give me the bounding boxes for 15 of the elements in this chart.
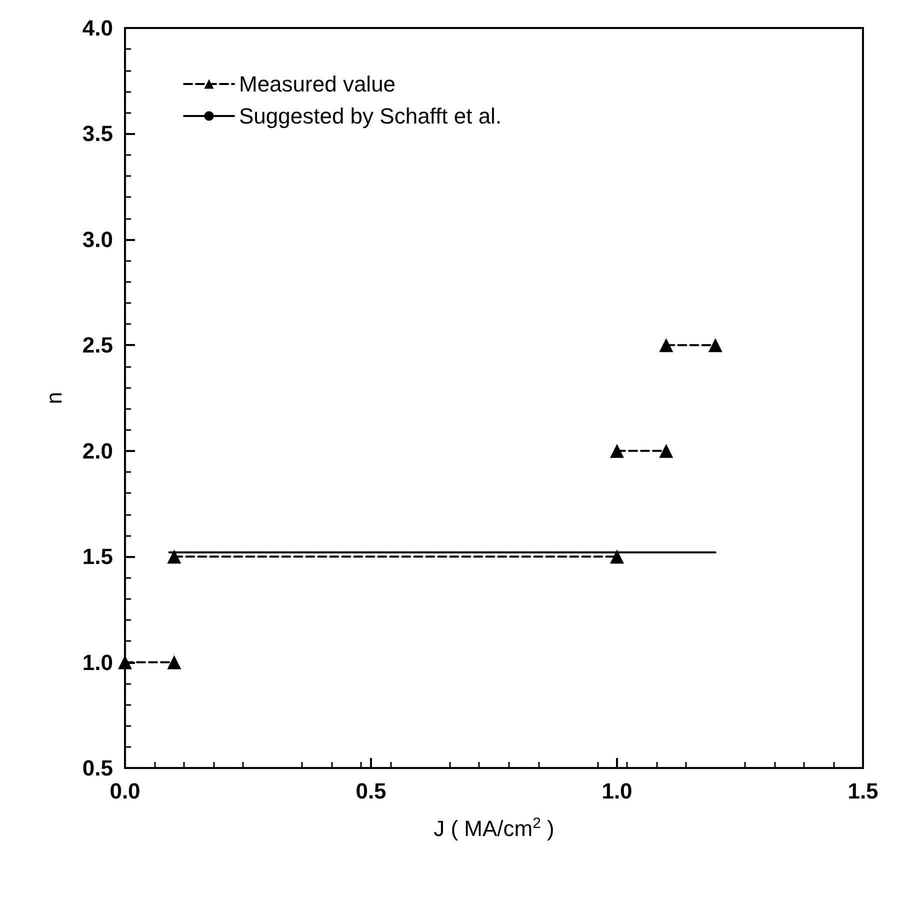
y-tick-label: 0.5	[82, 756, 113, 780]
x-tick-label: 1.0	[602, 778, 632, 804]
y-tick-label: 4.0	[82, 16, 113, 40]
x-tick-label: 0.0	[110, 778, 140, 804]
y-tick-label: 1.5	[82, 544, 113, 570]
y-tick-label: 3.5	[82, 121, 113, 146]
y-tick-label: 2.0	[82, 438, 113, 464]
x-tick-label: 0.5	[356, 778, 386, 804]
legend-label: Suggested by Schafft et al.	[239, 104, 502, 128]
y-tick-label: 3.0	[82, 226, 113, 252]
y-axis-title: n	[42, 392, 66, 404]
y-tick-label: 1.0	[82, 650, 113, 675]
legend-label: Measured value	[239, 72, 396, 96]
x-tick-label: 1.5	[848, 778, 878, 804]
y-tick-label: 2.5	[82, 332, 113, 358]
